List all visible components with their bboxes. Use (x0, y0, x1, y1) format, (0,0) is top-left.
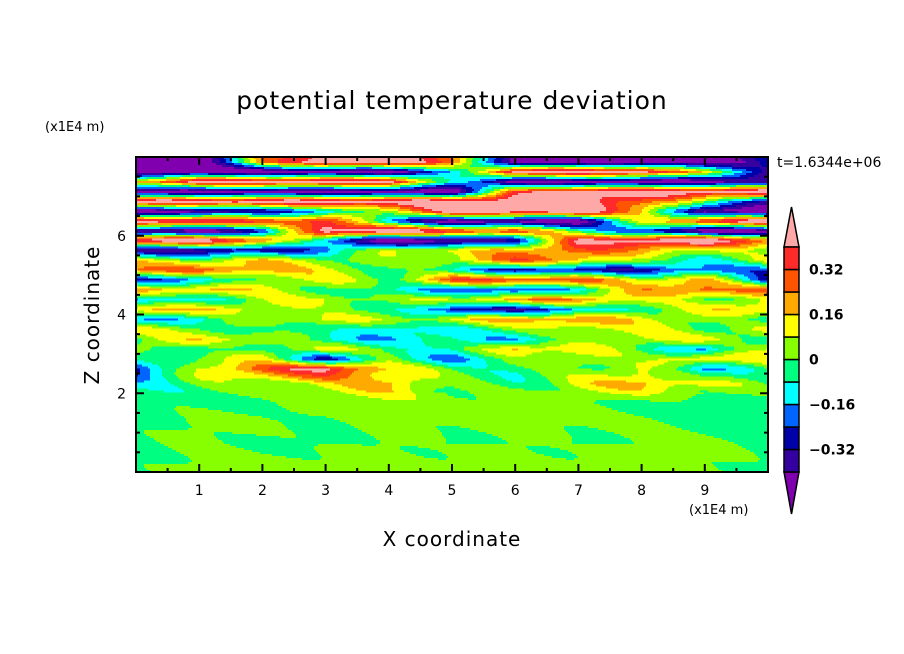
y-tick-label: 2 (117, 386, 126, 402)
x-tick-label: 7 (574, 483, 583, 499)
x-axis-unit: (x1E4 m) (689, 503, 749, 518)
colorbar-label: −0.32 (809, 443, 855, 459)
x-tick-label: 1 (195, 483, 204, 499)
colorbar-swatch (783, 358, 800, 383)
colorbar-label: −0.16 (809, 398, 855, 414)
colorbar-swatch (783, 403, 800, 428)
x-axis-label: X coordinate (382, 527, 522, 551)
colorbar-swatch (783, 268, 800, 293)
plot-frame (135, 156, 769, 473)
colorbar-swatch (783, 426, 800, 451)
chart-title: potential temperature deviation (236, 86, 668, 115)
time-label: t=1.6344e+06 (777, 155, 882, 171)
colorbar-swatch (783, 336, 800, 361)
y-tick-label: 4 (117, 308, 126, 324)
y-axis-unit: (x1E4 m) (45, 120, 105, 135)
colorbar-label: 0 (809, 353, 819, 369)
x-tick-label: 2 (258, 483, 267, 499)
colorbar-swatch (783, 381, 800, 406)
x-tick-label: 9 (700, 483, 709, 499)
colorbar-swatch (783, 313, 800, 338)
colorbar-swatch (783, 246, 800, 271)
colorbar-bottom-arrow (783, 471, 800, 515)
x-tick-label: 5 (448, 483, 457, 499)
colorbar-swatch (783, 291, 800, 316)
y-tick-label: 6 (117, 229, 126, 245)
colorbar-label: 0.32 (809, 263, 844, 279)
contour-field (136, 157, 768, 472)
x-tick-label: 4 (384, 483, 393, 499)
x-tick-label: 6 (511, 483, 520, 499)
x-tick-label: 8 (637, 483, 646, 499)
x-tick-label: 3 (321, 483, 330, 499)
colorbar-label: 0.16 (809, 308, 844, 324)
colorbar-top-arrow (783, 206, 800, 248)
colorbar-swatch (783, 448, 800, 473)
